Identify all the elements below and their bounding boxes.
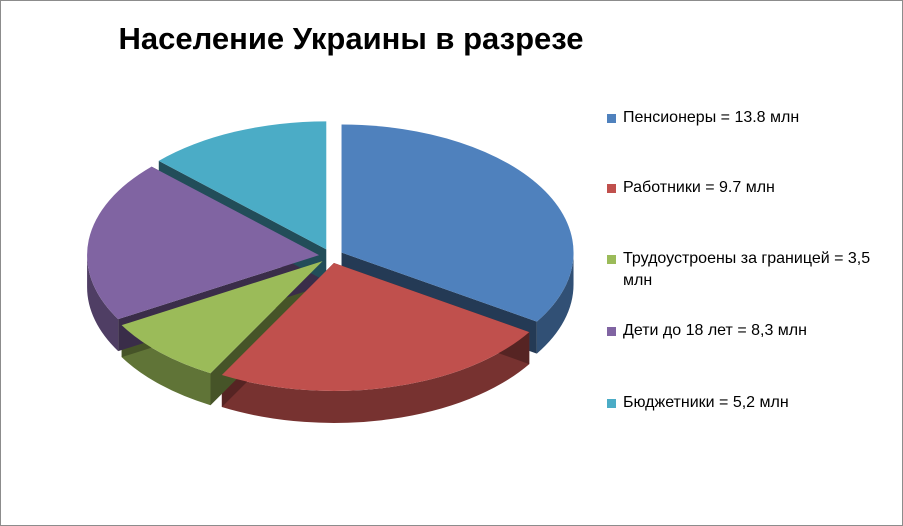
slice bbox=[221, 262, 530, 391]
slice bbox=[158, 121, 327, 250]
chart-title: Население Украины в разрезе bbox=[118, 21, 584, 56]
slice-tops bbox=[87, 121, 574, 391]
slice-side bbox=[87, 255, 119, 352]
pie-area bbox=[87, 121, 574, 423]
slice-side bbox=[221, 332, 530, 423]
legend-label: Работники = 9.7 млн bbox=[623, 179, 775, 196]
legend-item: Бюджетники = 5,2 млн bbox=[605, 392, 890, 414]
legend-item: Дети до 18 лет = 8,3 млн bbox=[605, 320, 890, 342]
legend-label: Дети до 18 лет = 8,3 млн bbox=[623, 322, 807, 339]
legend-item: Работники = 9.7 млн bbox=[605, 177, 890, 199]
slice bbox=[341, 124, 574, 322]
legend-swatch bbox=[607, 327, 616, 336]
legend-swatch bbox=[607, 255, 616, 264]
legend-swatch bbox=[607, 399, 616, 408]
legend-item: Пенсионеры = 13.8 млн bbox=[605, 107, 890, 129]
legend-item: Трудоустроены за границей = 3,5 млн bbox=[605, 248, 890, 292]
legend-swatch bbox=[607, 114, 616, 123]
slice bbox=[87, 166, 320, 320]
legend-label: Трудоустроены за границей = 3,5 млн bbox=[623, 250, 871, 289]
slice bbox=[121, 261, 323, 374]
legend-label: Пенсионеры = 13.8 млн bbox=[623, 109, 800, 126]
slice-side bbox=[536, 252, 574, 354]
legend-swatch bbox=[607, 184, 616, 193]
legend-label: Бюджетники = 5,2 млн bbox=[623, 394, 789, 411]
